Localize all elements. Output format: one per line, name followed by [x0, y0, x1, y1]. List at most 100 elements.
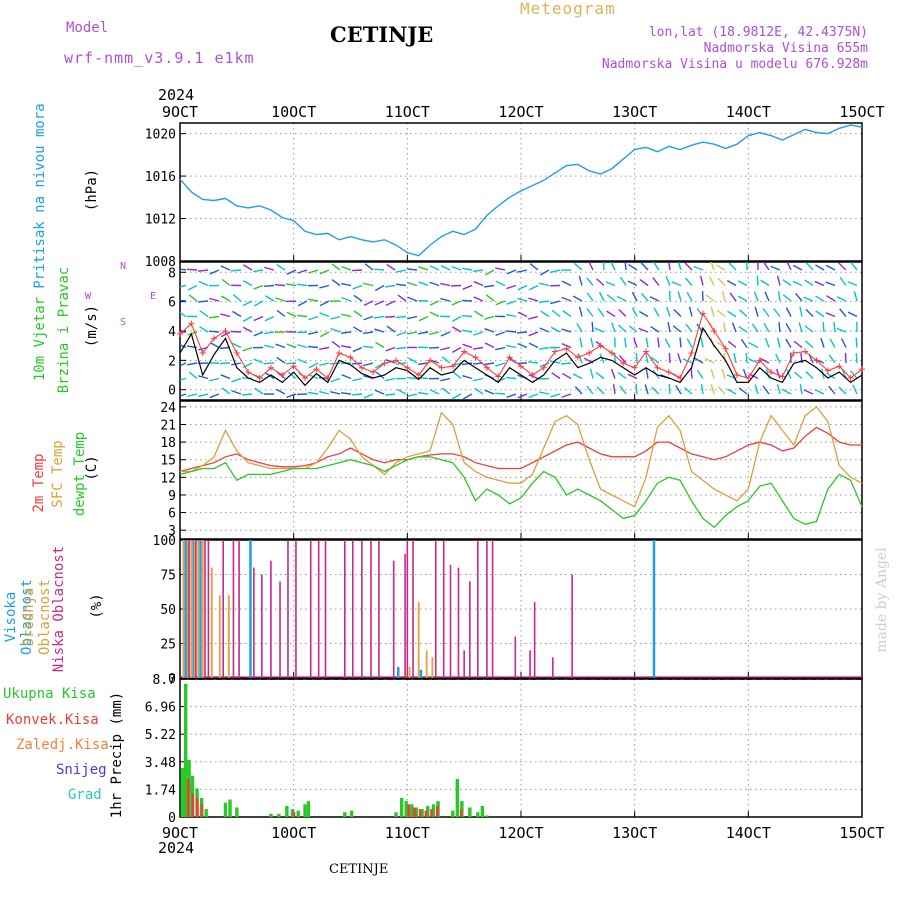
wind-barb	[602, 262, 605, 271]
wind-barb	[219, 346, 231, 350]
wind-barb	[385, 377, 396, 382]
top-x-tick-label: 12OCT	[498, 103, 543, 121]
wind-barb	[721, 368, 726, 379]
y-tick-label: 0	[168, 672, 176, 687]
wind-barb	[462, 393, 473, 400]
wind-barb	[641, 292, 649, 302]
wind-barb	[473, 331, 484, 336]
wind-barb	[710, 384, 715, 395]
wind-barb	[231, 362, 242, 366]
wind-barb	[429, 331, 440, 336]
wind-barb	[616, 295, 627, 302]
wind-barb	[550, 360, 561, 364]
wind-barb	[822, 321, 825, 333]
wind-barb	[704, 357, 715, 364]
wind-barb	[690, 368, 693, 379]
wind-barb	[440, 331, 451, 337]
wind-barb	[762, 262, 770, 271]
wind-barb	[232, 310, 242, 318]
y-tick-label: 0	[168, 384, 176, 399]
wind-barb	[638, 327, 649, 333]
wind-barb	[550, 393, 561, 398]
cloud-low-bar	[207, 540, 210, 678]
cloud-low-bar	[370, 540, 372, 678]
cloud-low-bar	[344, 540, 346, 678]
wind-barb	[628, 325, 638, 333]
y-tick-label: 18	[160, 436, 176, 451]
wind-barb	[640, 262, 649, 271]
wind-barb	[699, 275, 704, 286]
wind-barb	[473, 346, 484, 350]
wind-barb	[764, 337, 770, 348]
wind-barb	[353, 294, 363, 302]
legend-konvek-kisa: Konvek.Kisa	[6, 712, 99, 728]
cloud-mid-bar	[425, 650, 428, 678]
wind-barb	[220, 374, 231, 380]
cloud-mid-bar	[408, 666, 411, 678]
wind-barb	[573, 262, 583, 271]
gust-marker	[336, 350, 343, 357]
gust-marker	[427, 357, 434, 364]
wind-barb	[786, 369, 792, 379]
wind-barb	[364, 263, 374, 271]
gust-marker	[688, 350, 695, 357]
gust-marker	[802, 348, 809, 355]
wind-barb	[631, 307, 638, 317]
wind-barb	[814, 280, 825, 287]
gust-marker	[699, 310, 706, 317]
wind-barb	[517, 343, 528, 349]
wind-barb	[363, 315, 374, 321]
wind-barb	[395, 346, 407, 350]
y-tick-label: 4	[168, 325, 176, 340]
wind-barb	[611, 322, 616, 333]
footer-station: CETINJE	[329, 862, 389, 877]
wind-barb	[805, 262, 814, 271]
gust-marker	[654, 364, 661, 371]
wind-barb	[710, 306, 715, 317]
panel-frame	[179, 539, 863, 679]
wind-barb	[397, 294, 407, 302]
wind-barb	[441, 356, 451, 364]
wind-barb	[187, 362, 198, 366]
wind-barb	[308, 391, 319, 395]
wind-barb	[462, 343, 473, 349]
cloud-high-bar	[396, 666, 400, 678]
wind-barb	[297, 269, 308, 274]
rain-conv-bar	[292, 812, 296, 817]
y-tick-label: 1008	[145, 255, 176, 270]
wind-barb	[728, 262, 737, 271]
gust-marker	[540, 364, 547, 371]
wind-barb	[792, 280, 803, 287]
wind-barb	[331, 340, 341, 349]
wind-barb	[529, 263, 539, 271]
wind-barb	[319, 312, 330, 318]
cloud-low-bar	[463, 650, 465, 678]
wind-barb	[384, 393, 396, 396]
wind-barb	[775, 368, 781, 379]
wind-barb	[628, 263, 638, 271]
wind-barb	[820, 337, 825, 348]
wind-barb	[652, 262, 660, 271]
wind-barb	[624, 262, 627, 271]
wind-barb	[242, 346, 253, 352]
wind-barb	[452, 326, 462, 333]
wind-barb	[418, 391, 429, 395]
gust-marker	[324, 374, 331, 381]
cloud-mid-bar	[187, 540, 189, 678]
wind-barb	[716, 309, 726, 318]
gust-marker	[370, 369, 377, 376]
cloud-low-bar	[188, 540, 190, 678]
rain-total-bar	[431, 804, 436, 817]
gust-marker	[552, 348, 559, 355]
wind-barb	[579, 337, 583, 348]
wind-barb	[737, 295, 748, 302]
cloud-low-bar	[477, 540, 479, 678]
wind-barb	[396, 269, 407, 273]
wind-barb	[352, 377, 363, 382]
wind-barb	[198, 375, 209, 380]
wind-barb	[440, 377, 451, 382]
y-tick-label: 6.96	[145, 701, 176, 716]
wind-barb	[517, 284, 528, 291]
wind-barb	[561, 280, 572, 287]
wind-barb	[639, 279, 649, 287]
